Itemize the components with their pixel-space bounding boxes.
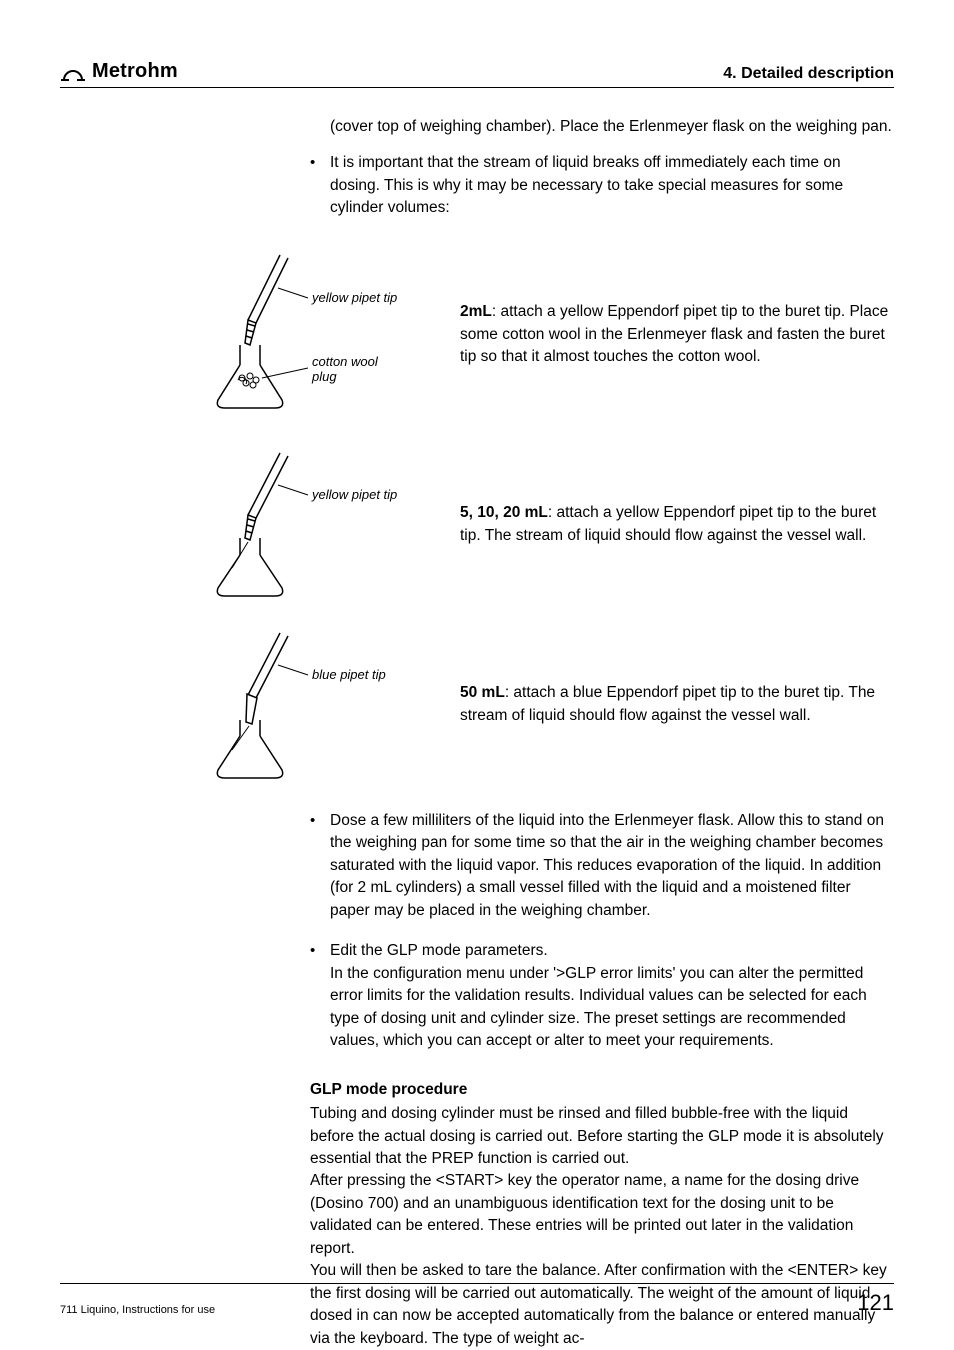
page-footer: 711 Liquino, Instructions for use 121 xyxy=(60,1283,894,1316)
size-text: : attach a yellow Eppendorf pipet tip to… xyxy=(460,303,888,365)
bullet-dot-icon: • xyxy=(310,152,330,173)
bullet-text: Edit the GLP mode parameters. In the con… xyxy=(330,940,894,1052)
size-text: : attach a blue Eppendorf pipet tip to t… xyxy=(460,684,875,723)
label-line1: cotton wool xyxy=(312,354,378,369)
bullet-text: Dose a few milliliters of the liquid int… xyxy=(330,810,894,922)
section-title: 4. Detailed description xyxy=(723,65,894,83)
label-yellow-tip: yellow pipet tip xyxy=(312,290,397,306)
figure-50ml: blue pipet tip 50 mL: attach a blue Eppe… xyxy=(170,630,894,780)
label-line2: plug xyxy=(312,369,337,384)
bullet-edit-glp: • Edit the GLP mode parameters. In the c… xyxy=(310,940,894,1052)
label-blue-tip: blue pipet tip xyxy=(312,667,386,683)
figure-5-10-20ml: yellow pipet tip 5, 10, 20 mL: attach a … xyxy=(170,450,894,600)
figure-text: 2mL: attach a yellow Eppendorf pipet tip… xyxy=(460,301,894,368)
diagram-2ml-icon xyxy=(170,250,430,420)
bullet-edit-line1: Edit the GLP mode parameters. xyxy=(330,942,548,959)
procedure-p2: After pressing the <START> key the opera… xyxy=(310,1170,894,1260)
continuation-text: (cover top of weighing chamber). Place t… xyxy=(330,116,894,138)
figure-svg-wrap: blue pipet tip xyxy=(170,630,430,780)
size-heading: 50 mL xyxy=(460,684,505,701)
footer-left: 711 Liquino, Instructions for use xyxy=(60,1304,215,1316)
figure-row: yellow pipet tip 5, 10, 20 mL: attach a … xyxy=(170,450,894,600)
page-number: 121 xyxy=(857,1290,894,1316)
bullet-dot-icon: • xyxy=(310,940,330,961)
page: Metrohm 4. Detailed description (cover t… xyxy=(0,0,954,1350)
figure-row: blue pipet tip 50 mL: attach a blue Eppe… xyxy=(170,630,894,780)
figure-svg-wrap: yellow pipet tip xyxy=(170,450,430,600)
brand: Metrohm xyxy=(60,60,178,83)
bullet-dot-icon: • xyxy=(310,810,330,831)
brand-text: Metrohm xyxy=(92,60,178,83)
figure-text: 50 mL: attach a blue Eppendorf pipet tip… xyxy=(460,682,894,727)
procedure-heading: GLP mode procedure xyxy=(310,1079,894,1101)
figure-text: 5, 10, 20 mL: attach a yellow Eppendorf … xyxy=(460,502,894,547)
bullet-stream-break: • It is important that the stream of liq… xyxy=(310,152,894,219)
label-cotton-wool: cotton wool plug xyxy=(312,354,378,385)
label-yellow-tip: yellow pipet tip xyxy=(312,487,397,503)
page-header: Metrohm 4. Detailed description xyxy=(60,60,894,88)
content-column-2: • Dose a few milliliters of the liquid i… xyxy=(310,810,894,1350)
bullet-edit-line2: In the configuration menu under '>GLP er… xyxy=(330,965,867,1049)
bullet-text: It is important that the stream of liqui… xyxy=(330,152,894,219)
diagram-5-10-20ml-icon xyxy=(170,450,430,600)
size-heading: 2mL xyxy=(460,303,492,320)
figure-row: yellow pipet tip cotton wool plug 2mL: a… xyxy=(170,250,894,420)
procedure-p1: Tubing and dosing cylinder must be rinse… xyxy=(310,1103,894,1170)
diagram-50ml-icon xyxy=(170,630,430,780)
figure-2ml: yellow pipet tip cotton wool plug 2mL: a… xyxy=(170,250,894,420)
bullet-dose-few-ml: • Dose a few milliliters of the liquid i… xyxy=(310,810,894,922)
content-column: (cover top of weighing chamber). Place t… xyxy=(310,116,894,220)
figure-svg-wrap: yellow pipet tip cotton wool plug xyxy=(170,250,430,420)
brand-icon xyxy=(60,62,86,82)
size-heading: 5, 10, 20 mL xyxy=(460,504,548,521)
